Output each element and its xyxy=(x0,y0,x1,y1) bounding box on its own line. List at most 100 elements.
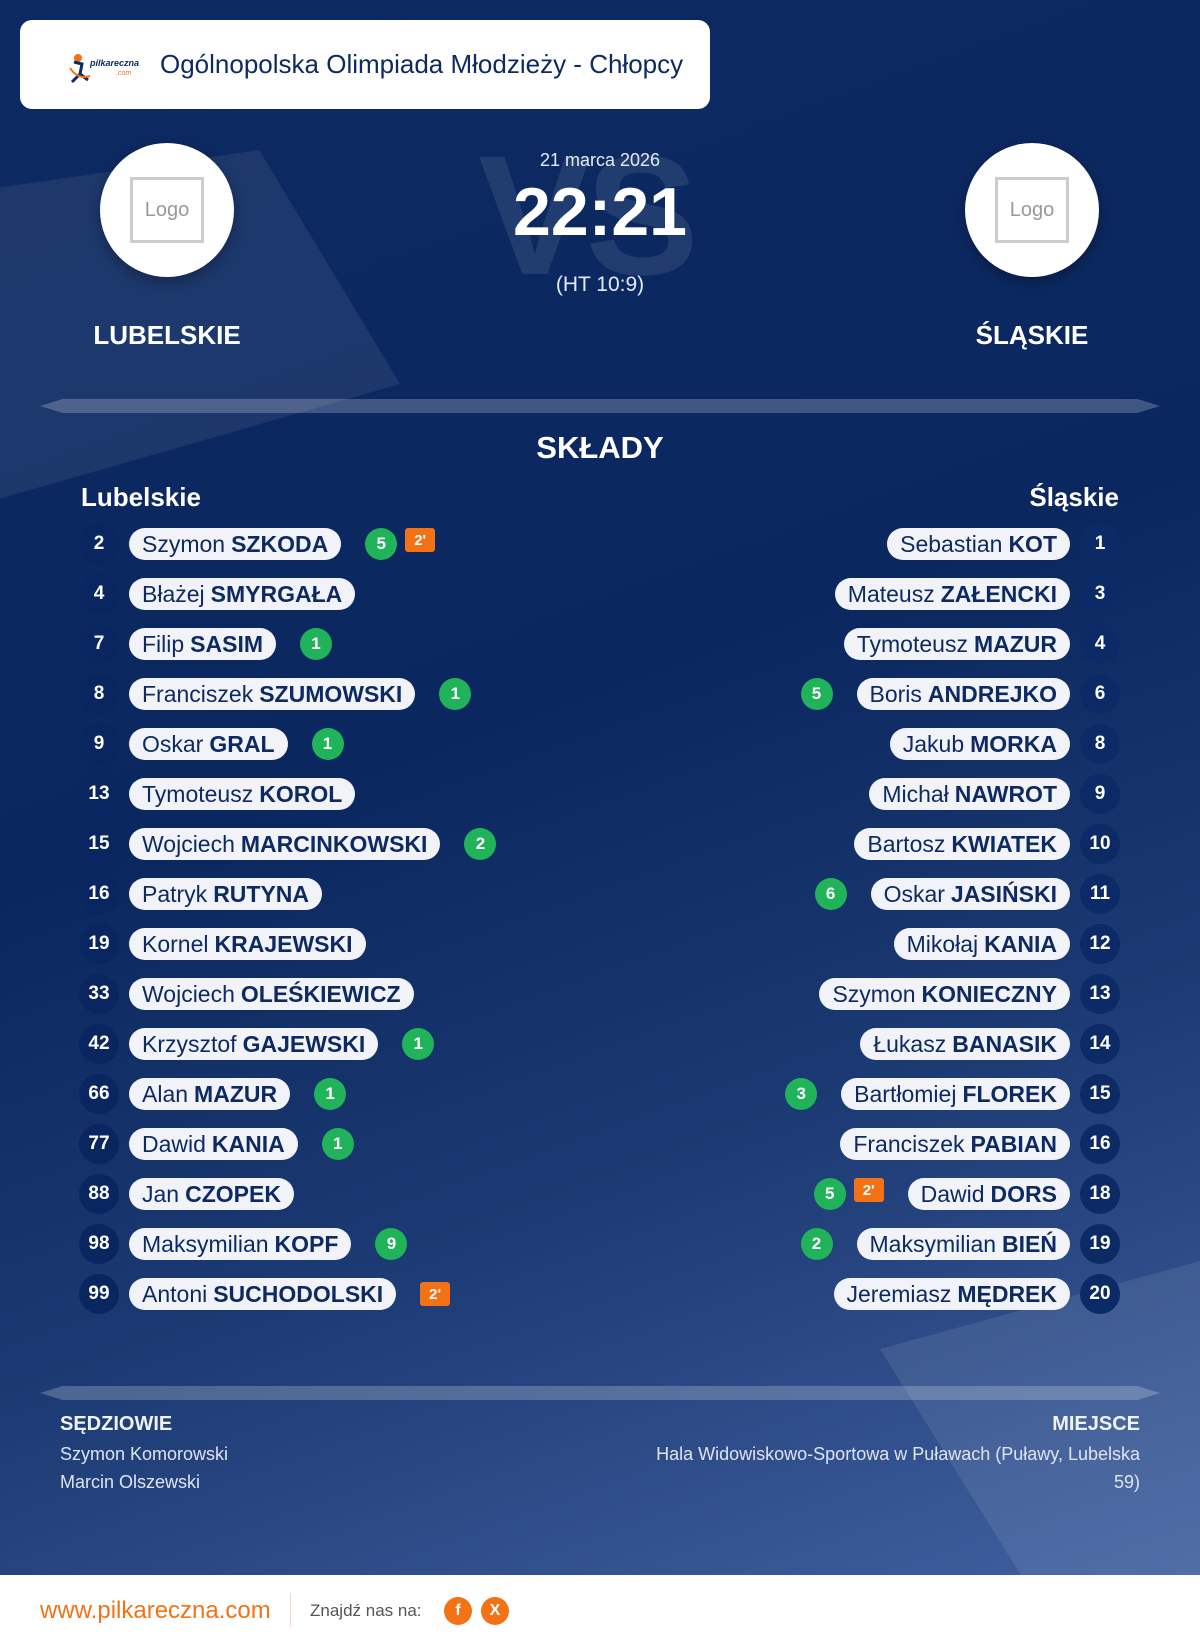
player-last-name: RUTYNA xyxy=(213,880,310,907)
player-number: 9 xyxy=(79,724,119,764)
player-row[interactable]: 11 Oskar JASIŃSKI 6 xyxy=(814,874,1120,914)
player-last-name: GAJEWSKI xyxy=(242,1030,366,1057)
player-row[interactable]: 6 Boris ANDREJKO 5 xyxy=(800,674,1120,714)
player-row[interactable]: 20 Jeremiasz MĘDREK xyxy=(833,1274,1120,1314)
player-number: 88 xyxy=(79,1174,119,1214)
player-name: Tymoteusz KOROL xyxy=(129,778,356,810)
facebook-icon[interactable]: f xyxy=(444,1597,472,1625)
suspension-badge: 2' xyxy=(420,1282,451,1306)
player-first-name: Michał xyxy=(882,780,949,807)
player-last-name: ANDREJKO xyxy=(927,680,1057,707)
player-row[interactable]: 13 Szymon KONIECZNY xyxy=(819,974,1120,1014)
player-row[interactable]: 18 Dawid DORS 5 2' xyxy=(813,1174,1120,1214)
player-stats: 1 xyxy=(314,1078,347,1110)
player-last-name: KONIECZNY xyxy=(921,980,1057,1007)
player-last-name: SZUMOWSKI xyxy=(259,680,403,707)
player-row[interactable]: 33 Wojciech OLEŚKIEWICZ xyxy=(79,974,414,1014)
home-lineup-title: Lubelskie xyxy=(81,482,201,512)
player-row[interactable]: 3 Mateusz ZAŁENCKI xyxy=(834,574,1120,614)
player-first-name: Bartłomiej xyxy=(854,1080,957,1107)
player-name: Antoni SUCHODOLSKI xyxy=(129,1278,397,1310)
player-row[interactable]: 66 Alan MAZUR 1 xyxy=(79,1074,347,1114)
player-name: Bartłomiej FLOREK xyxy=(841,1078,1070,1110)
player-last-name: NAWROT xyxy=(954,780,1057,807)
player-row[interactable]: 13 Tymoteusz KOROL xyxy=(79,774,356,814)
player-row[interactable]: 99 Antoni SUCHODOLSKI 2' xyxy=(79,1274,451,1314)
player-row[interactable]: 77 Dawid KANIA 1 xyxy=(79,1124,354,1164)
player-row[interactable]: 42 Krzysztof GAJEWSKI 1 xyxy=(79,1024,435,1064)
player-last-name: BIEŃ xyxy=(1002,1230,1057,1257)
player-number: 2 xyxy=(79,524,119,564)
player-number: 19 xyxy=(79,924,119,964)
player-row[interactable]: 4 Błażej SMYRGAŁA xyxy=(79,574,356,614)
player-name: Tymoteusz MAZUR xyxy=(843,628,1070,660)
player-last-name: DORS xyxy=(990,1180,1057,1207)
player-row[interactable]: 9 Oskar GRAL 1 xyxy=(79,724,344,764)
player-number: 98 xyxy=(79,1224,119,1264)
player-row[interactable]: 16 Patryk RUTYNA xyxy=(79,874,323,914)
player-name: Oskar JASIŃSKI xyxy=(870,878,1070,910)
player-first-name: Franciszek xyxy=(853,1130,965,1157)
player-stats: 1 xyxy=(311,728,344,760)
away-lineup-title: Śląskie xyxy=(1029,482,1119,512)
player-number: 15 xyxy=(79,824,119,864)
player-row[interactable]: 14 Łukasz BANASIK xyxy=(860,1024,1120,1064)
player-row[interactable]: 98 Maksymilian KOPF 9 xyxy=(79,1224,408,1264)
player-name: Filip SASIM xyxy=(129,628,277,660)
player-name: Wojciech MARCINKOWSKI xyxy=(129,828,441,860)
player-first-name: Jakub xyxy=(902,730,965,757)
player-first-name: Błażej xyxy=(142,580,205,607)
separator xyxy=(290,1593,291,1627)
player-name: Sebastian KOT xyxy=(887,528,1070,560)
player-number: 12 xyxy=(1080,924,1120,964)
goals-badge: 6 xyxy=(814,878,847,910)
player-number: 1 xyxy=(1080,524,1120,564)
home-team-logo: Logo xyxy=(100,143,234,277)
player-row[interactable]: 16 Franciszek PABIAN xyxy=(840,1124,1120,1164)
player-name: Dawid DORS xyxy=(907,1178,1070,1210)
x-icon[interactable]: X xyxy=(481,1597,509,1625)
lineups-title: SKŁADY xyxy=(536,430,664,465)
player-stats: 3 xyxy=(785,1078,818,1110)
site-link[interactable]: www.pilkareczna.com xyxy=(40,1597,271,1624)
player-last-name: SUCHODOLSKI xyxy=(213,1280,384,1307)
player-number: 42 xyxy=(79,1024,119,1064)
player-row[interactable]: 19 Kornel KRAJEWSKI xyxy=(79,924,366,964)
player-row[interactable]: 88 Jan CZOPEK xyxy=(79,1174,294,1214)
player-last-name: KOPF xyxy=(274,1230,339,1257)
player-first-name: Jan xyxy=(142,1180,180,1207)
player-row[interactable]: 2 Szymon SZKODA 5 2' xyxy=(79,524,436,564)
goals-badge: 5 xyxy=(800,678,833,710)
player-last-name: KOT xyxy=(1008,530,1057,557)
player-row[interactable]: 8 Franciszek SZUMOWSKI 1 xyxy=(79,674,472,714)
player-number: 14 xyxy=(1080,1024,1120,1064)
player-name: Boris ANDREJKO xyxy=(856,678,1070,710)
player-row[interactable]: 19 Maksymilian BIEŃ 2 xyxy=(800,1224,1120,1264)
player-name: Jakub MORKA xyxy=(889,728,1070,760)
player-row[interactable]: 15 Bartłomiej FLOREK 3 xyxy=(785,1074,1120,1114)
goals-badge: 1 xyxy=(439,678,472,710)
player-row[interactable]: 12 Mikołaj KANIA xyxy=(893,924,1120,964)
player-first-name: Mikołaj xyxy=(906,930,979,957)
player-number: 33 xyxy=(79,974,119,1014)
player-last-name: MORKA xyxy=(970,730,1057,757)
player-row[interactable]: 9 Michał NAWROT xyxy=(869,774,1120,814)
player-name: Dawid KANIA xyxy=(129,1128,298,1160)
player-name: Oskar GRAL xyxy=(129,728,288,760)
player-name: Krzysztof GAJEWSKI xyxy=(129,1028,379,1060)
goals-badge: 1 xyxy=(321,1128,354,1160)
player-first-name: Maksymilian xyxy=(869,1230,997,1257)
player-row[interactable]: 10 Bartosz KWIATEK xyxy=(854,824,1120,864)
player-name: Michał NAWROT xyxy=(869,778,1070,810)
player-last-name: SZKODA xyxy=(231,530,329,557)
referees-title: SĘDZIOWIE xyxy=(60,1413,173,1435)
player-row[interactable]: 7 Filip SASIM 1 xyxy=(79,624,333,664)
player-number: 10 xyxy=(1080,824,1120,864)
player-row[interactable]: 4 Tymoteusz MAZUR xyxy=(843,624,1120,664)
goals-badge: 1 xyxy=(300,628,333,660)
player-row[interactable]: 15 Wojciech MARCINKOWSKI 2 xyxy=(79,824,497,864)
player-name: Franciszek SZUMOWSKI xyxy=(129,678,416,710)
player-row[interactable]: 1 Sebastian KOT xyxy=(887,524,1120,564)
player-number: 16 xyxy=(1080,1124,1120,1164)
player-row[interactable]: 8 Jakub MORKA xyxy=(889,724,1120,764)
